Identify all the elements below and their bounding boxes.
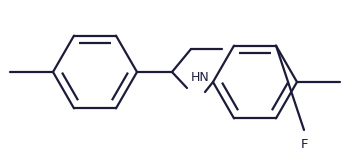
Text: F: F	[300, 138, 308, 150]
Text: HN: HN	[191, 71, 209, 84]
